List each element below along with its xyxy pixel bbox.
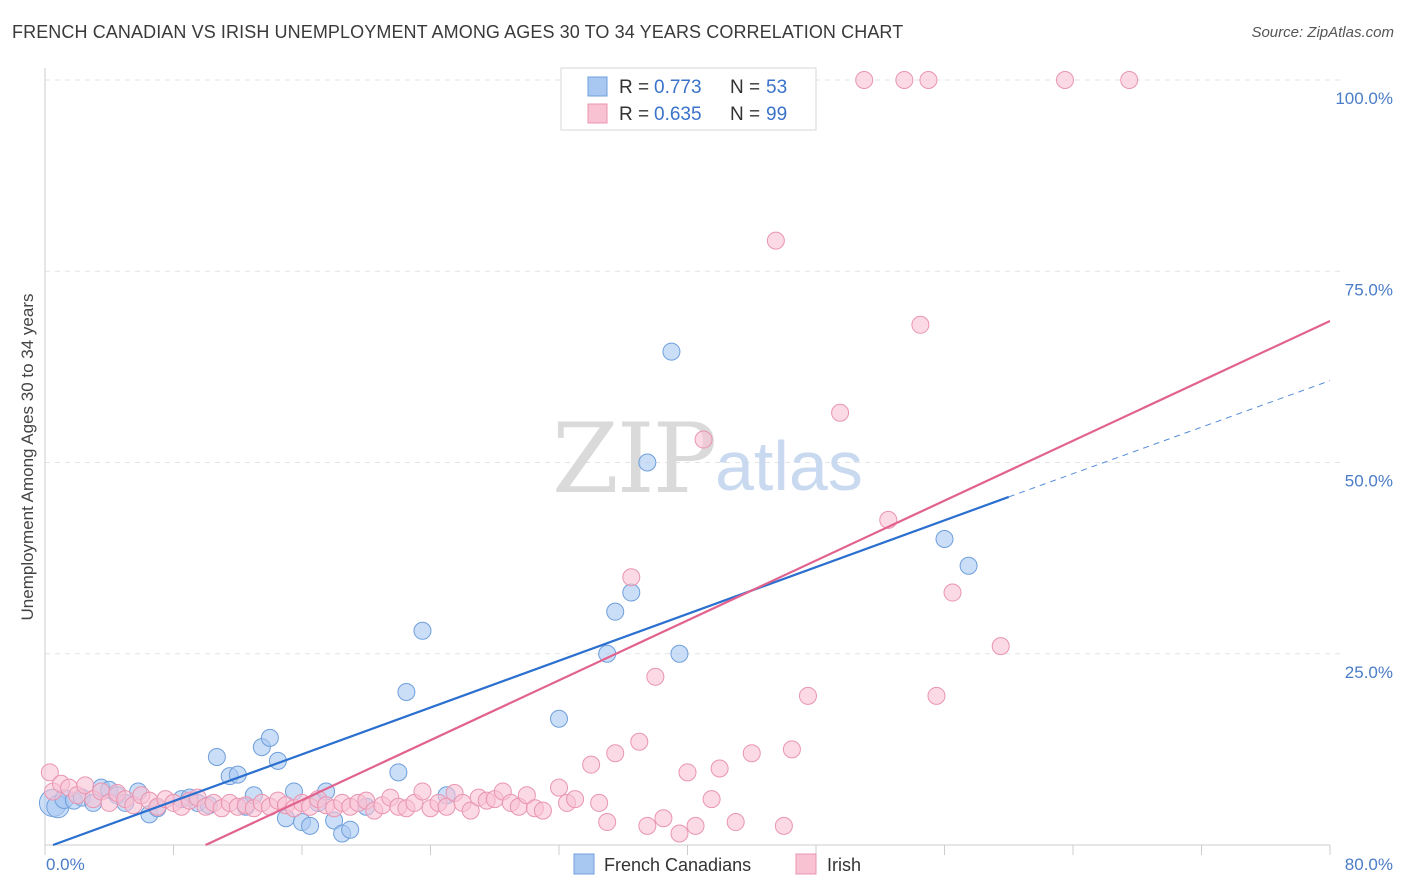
y-tick-label: 50.0% bbox=[1345, 472, 1393, 491]
data-point-irish bbox=[798, 686, 817, 705]
data-point-french-canadians bbox=[622, 583, 641, 602]
legend-swatch-irish bbox=[795, 853, 817, 875]
data-point-irish bbox=[766, 231, 785, 250]
data-point-irish bbox=[774, 816, 793, 835]
watermark-atlas: atlas bbox=[715, 427, 863, 505]
data-point-french-canadians bbox=[397, 683, 416, 701]
legend-r-label: R = bbox=[619, 104, 649, 125]
data-point-irish bbox=[550, 778, 568, 797]
data-point-irish bbox=[742, 744, 761, 763]
data-point-irish bbox=[76, 776, 95, 795]
data-point-irish bbox=[622, 568, 641, 587]
data-point-irish bbox=[566, 790, 585, 809]
y-tick-label: 75.0% bbox=[1345, 280, 1393, 299]
data-point-irish bbox=[461, 801, 480, 820]
x-tick-label: 0.0% bbox=[46, 855, 85, 874]
data-point-french-canadians bbox=[606, 602, 625, 621]
x-tick-label: 80.0% bbox=[1345, 855, 1393, 874]
data-point-french-canadians bbox=[959, 556, 978, 575]
legend-n-value-french-canadians: 53 bbox=[766, 77, 787, 98]
data-point-irish bbox=[40, 763, 59, 782]
legend-swatch-french-canadians bbox=[587, 76, 608, 97]
data-point-irish bbox=[646, 667, 665, 686]
data-point-french-canadians bbox=[341, 820, 360, 839]
data-point-french-canadians bbox=[550, 709, 568, 728]
legend-r-label: R = bbox=[619, 77, 649, 98]
legend-r-value-french-canadians: 0.773 bbox=[654, 77, 702, 98]
legend-n-value-irish: 99 bbox=[766, 104, 787, 125]
y-tick-label: 100.0% bbox=[1335, 89, 1393, 108]
watermark-zip: ZIP bbox=[552, 403, 715, 515]
data-point-french-canadians bbox=[301, 816, 320, 835]
data-point-irish bbox=[991, 637, 1010, 656]
data-point-irish bbox=[943, 583, 962, 602]
data-point-irish bbox=[911, 315, 930, 334]
data-point-irish bbox=[598, 813, 617, 832]
data-point-french-canadians bbox=[935, 530, 954, 548]
data-point-french-canadians bbox=[389, 763, 408, 782]
data-point-irish bbox=[678, 763, 697, 782]
correlation-legend: R = 0.773 N = 53 R = 0.635 N = 99 bbox=[560, 67, 817, 131]
data-point-irish bbox=[855, 71, 874, 89]
data-point-irish bbox=[1055, 71, 1074, 89]
trend-line-french-canadians bbox=[52, 495, 1010, 847]
data-point-irish bbox=[517, 786, 536, 805]
series-legend: French Canadians Irish bbox=[573, 853, 861, 875]
data-point-irish bbox=[710, 759, 729, 778]
data-point-irish bbox=[533, 801, 552, 820]
data-point-irish bbox=[919, 71, 938, 89]
legend-label-irish: Irish bbox=[827, 855, 861, 875]
legend-r-value-irish: 0.635 bbox=[654, 104, 702, 125]
data-point-irish bbox=[895, 71, 914, 89]
data-point-irish bbox=[638, 816, 657, 835]
data-point-irish bbox=[927, 686, 946, 705]
data-point-irish bbox=[590, 793, 609, 812]
data-point-irish bbox=[1120, 71, 1139, 89]
legend-n-label: N = bbox=[730, 77, 760, 98]
axes bbox=[44, 68, 1331, 855]
source-credit: Source: ZipAtlas.com bbox=[1251, 24, 1394, 41]
chart-title: FRENCH CANADIAN VS IRISH UNEMPLOYMENT AM… bbox=[12, 22, 904, 42]
trend-lines bbox=[52, 319, 1331, 847]
data-point-french-canadians bbox=[207, 748, 226, 767]
data-point-irish bbox=[831, 403, 850, 422]
legend-swatch-irish bbox=[587, 103, 608, 124]
data-point-french-canadians bbox=[260, 728, 279, 747]
x-tick-labels: 0.0% 80.0% bbox=[46, 855, 1393, 874]
trend-line-french-canadians-extension bbox=[1008, 380, 1331, 498]
data-point-irish bbox=[782, 740, 801, 759]
data-point-irish bbox=[413, 782, 432, 801]
data-point-irish bbox=[686, 816, 705, 835]
data-point-irish bbox=[630, 732, 649, 751]
y-tick-labels: 25.0% 50.0% 75.0% 100.0% bbox=[1335, 89, 1393, 682]
data-point-french-canadians bbox=[662, 342, 681, 361]
data-point-french-canadians bbox=[670, 644, 689, 663]
data-point-irish bbox=[670, 824, 689, 843]
data-point-irish bbox=[582, 755, 601, 774]
y-tick-label: 25.0% bbox=[1345, 663, 1393, 682]
legend-n-label: N = bbox=[730, 104, 760, 125]
data-point-irish bbox=[606, 744, 625, 763]
data-point-french-canadians bbox=[638, 453, 657, 472]
legend-label-french-canadians: French Canadians bbox=[604, 855, 751, 875]
data-point-irish bbox=[654, 809, 673, 828]
y-axis-label: Unemployment Among Ages 30 to 34 years bbox=[18, 294, 37, 621]
data-point-irish bbox=[726, 813, 745, 832]
data-point-irish bbox=[694, 430, 713, 449]
data-points bbox=[38, 71, 1139, 843]
gridlines bbox=[45, 79, 1340, 655]
legend-swatch-french-canadians bbox=[573, 853, 595, 875]
data-point-irish bbox=[702, 790, 721, 809]
trend-line-irish bbox=[205, 319, 1331, 846]
data-point-french-canadians bbox=[413, 621, 432, 640]
